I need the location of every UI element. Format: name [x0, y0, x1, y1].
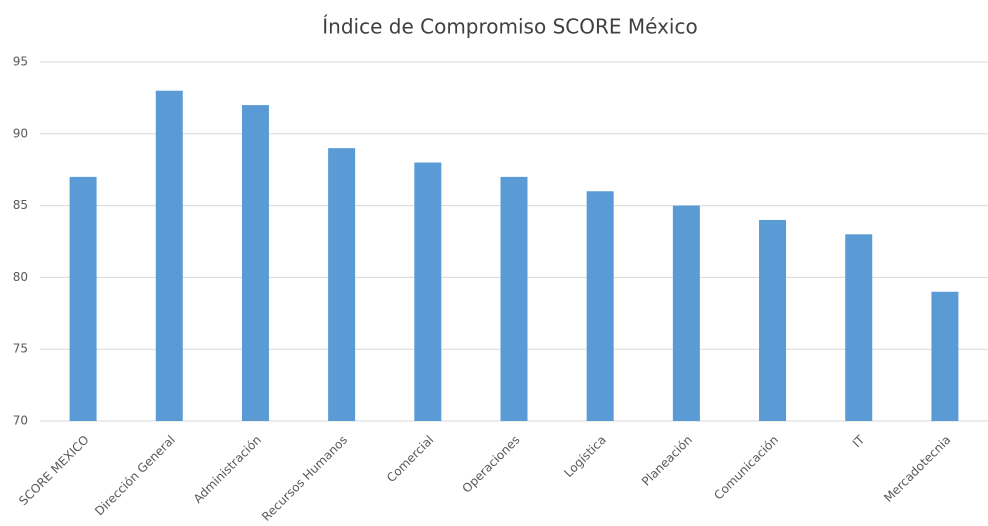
x-tick-label: SCORE MEXICO: [16, 433, 91, 508]
x-tick-label: Logística: [561, 433, 608, 480]
x-tick-label: Dirección General: [92, 433, 178, 519]
bar: [155, 90, 183, 421]
x-tick-label: Comercial: [384, 433, 436, 485]
y-tick-label: 90: [13, 126, 28, 140]
x-tick-label: Operaciones: [459, 433, 522, 496]
x-tick-label: Recursos Humanos: [259, 433, 350, 524]
bar: [931, 291, 959, 421]
bar: [500, 176, 528, 421]
bar: [69, 176, 97, 421]
bar: [328, 148, 356, 421]
x-tick-label: Comunicación: [711, 433, 781, 503]
bar: [586, 191, 614, 421]
bar: [414, 162, 442, 421]
y-tick-label: 80: [13, 270, 28, 284]
y-tick-label: 95: [13, 55, 28, 69]
x-tick-label: Planeación: [639, 433, 695, 489]
bar: [845, 234, 873, 421]
y-tick-label: 85: [13, 198, 28, 212]
bar: [672, 205, 700, 421]
y-tick-label: 75: [13, 342, 28, 356]
bar: [759, 219, 787, 421]
x-tick-label: Administración: [191, 433, 264, 506]
x-tick-label: Mercadotecnia: [881, 433, 953, 505]
y-tick-label: 70: [13, 414, 28, 428]
chart-title: Índice de Compromiso SCORE México: [322, 15, 697, 39]
x-tick-label: IT: [850, 432, 868, 450]
bar: [241, 105, 269, 421]
